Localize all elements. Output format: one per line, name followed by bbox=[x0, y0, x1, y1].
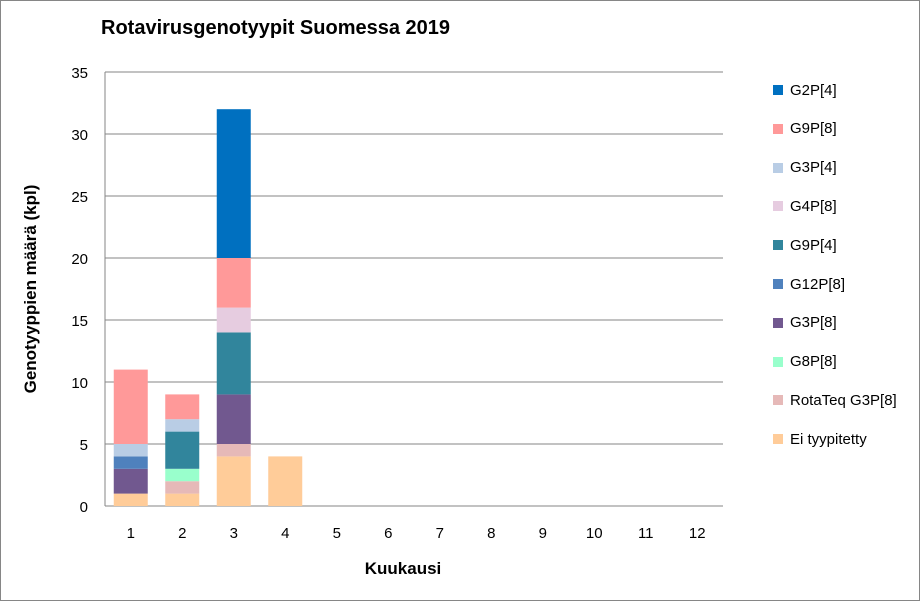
legend-label: G2P[4] bbox=[790, 81, 837, 99]
legend-item: G3P[8] bbox=[773, 313, 837, 333]
legend-swatch bbox=[773, 240, 783, 251]
y-tick-label: 0 bbox=[80, 499, 88, 516]
y-tick-label: 30 bbox=[71, 127, 88, 144]
bar-segment bbox=[113, 444, 148, 457]
x-tick-label: 9 bbox=[539, 525, 547, 542]
legend-label: G8P[8] bbox=[790, 353, 837, 371]
legend-label: Ei tyypitetty bbox=[790, 430, 867, 448]
legend-item: G4P[8] bbox=[773, 196, 837, 216]
legend-label: G9P[8] bbox=[790, 120, 837, 138]
legend-item: G9P[8] bbox=[773, 119, 837, 139]
bar-segment bbox=[113, 468, 148, 494]
bar-segment bbox=[216, 109, 251, 258]
x-tick-label: 5 bbox=[333, 525, 341, 542]
y-tick-label: 5 bbox=[80, 437, 88, 454]
bar-segment bbox=[216, 307, 251, 333]
legend-swatch bbox=[773, 279, 783, 289]
bar-segment bbox=[165, 493, 200, 506]
legend-item: Ei tyypitetty bbox=[773, 429, 867, 449]
x-tick-label: 6 bbox=[384, 525, 392, 542]
bar-segment bbox=[216, 258, 251, 308]
legend-label: G9P[4] bbox=[790, 236, 837, 254]
x-axis-label: Kuukausi bbox=[364, 559, 442, 578]
bar-segment bbox=[113, 493, 148, 506]
legend-swatch bbox=[773, 201, 783, 212]
legend-swatch bbox=[773, 395, 783, 406]
x-tick-label: 3 bbox=[230, 525, 238, 542]
legend-label: RotaTeq G3P[8] bbox=[790, 391, 897, 409]
bar-segment bbox=[165, 419, 200, 432]
legend-swatch bbox=[773, 123, 783, 134]
legend-label: G4P[8] bbox=[790, 197, 837, 215]
legend-label: G12P[8] bbox=[790, 275, 846, 293]
y-tick-label: 35 bbox=[71, 65, 88, 82]
legend-swatch bbox=[773, 162, 783, 173]
bar-segment bbox=[165, 394, 200, 420]
legend-item: RotaTeq G3P[8] bbox=[773, 390, 897, 410]
x-tick-label: 11 bbox=[638, 525, 654, 542]
bar-segment bbox=[165, 468, 200, 482]
x-tick-label: 12 bbox=[689, 525, 706, 542]
legend-item: G3P[4] bbox=[773, 158, 837, 178]
legend-swatch bbox=[773, 434, 783, 445]
y-tick-label: 20 bbox=[71, 251, 88, 268]
bar-segment bbox=[216, 456, 251, 506]
legend-item: G8P[8] bbox=[773, 352, 837, 372]
legend-label: G3P[8] bbox=[790, 314, 837, 332]
y-tick-label: 10 bbox=[71, 375, 88, 392]
x-tick-label: 10 bbox=[586, 525, 603, 542]
x-tick-label: 8 bbox=[487, 525, 495, 542]
bar-segment bbox=[113, 369, 148, 444]
legend-item: G2P[4] bbox=[773, 80, 837, 100]
x-tick-label: 4 bbox=[281, 525, 289, 542]
y-tick-label: 25 bbox=[71, 189, 88, 206]
legend-label: G3P[4] bbox=[790, 159, 837, 177]
legend-item: G12P[8] bbox=[773, 274, 845, 294]
chart-title: Rotavirusgenotyypit Suomessa 2019 bbox=[101, 17, 451, 39]
y-tick-label: 15 bbox=[71, 313, 88, 330]
bar-segment bbox=[165, 481, 200, 494]
bar-segment bbox=[165, 431, 200, 469]
legend-swatch bbox=[773, 317, 783, 328]
x-tick-label: 2 bbox=[178, 525, 186, 542]
bar-segment bbox=[216, 394, 251, 444]
legend-item: G9P[4] bbox=[773, 235, 837, 255]
bar-segment bbox=[216, 332, 251, 395]
legend-swatch bbox=[773, 85, 783, 95]
bar-segment bbox=[216, 444, 251, 457]
bar-segment bbox=[113, 456, 148, 469]
x-tick-label: 7 bbox=[436, 525, 444, 542]
x-tick-label: 1 bbox=[127, 525, 135, 542]
bar-segment bbox=[268, 456, 303, 506]
legend-swatch bbox=[773, 356, 783, 367]
